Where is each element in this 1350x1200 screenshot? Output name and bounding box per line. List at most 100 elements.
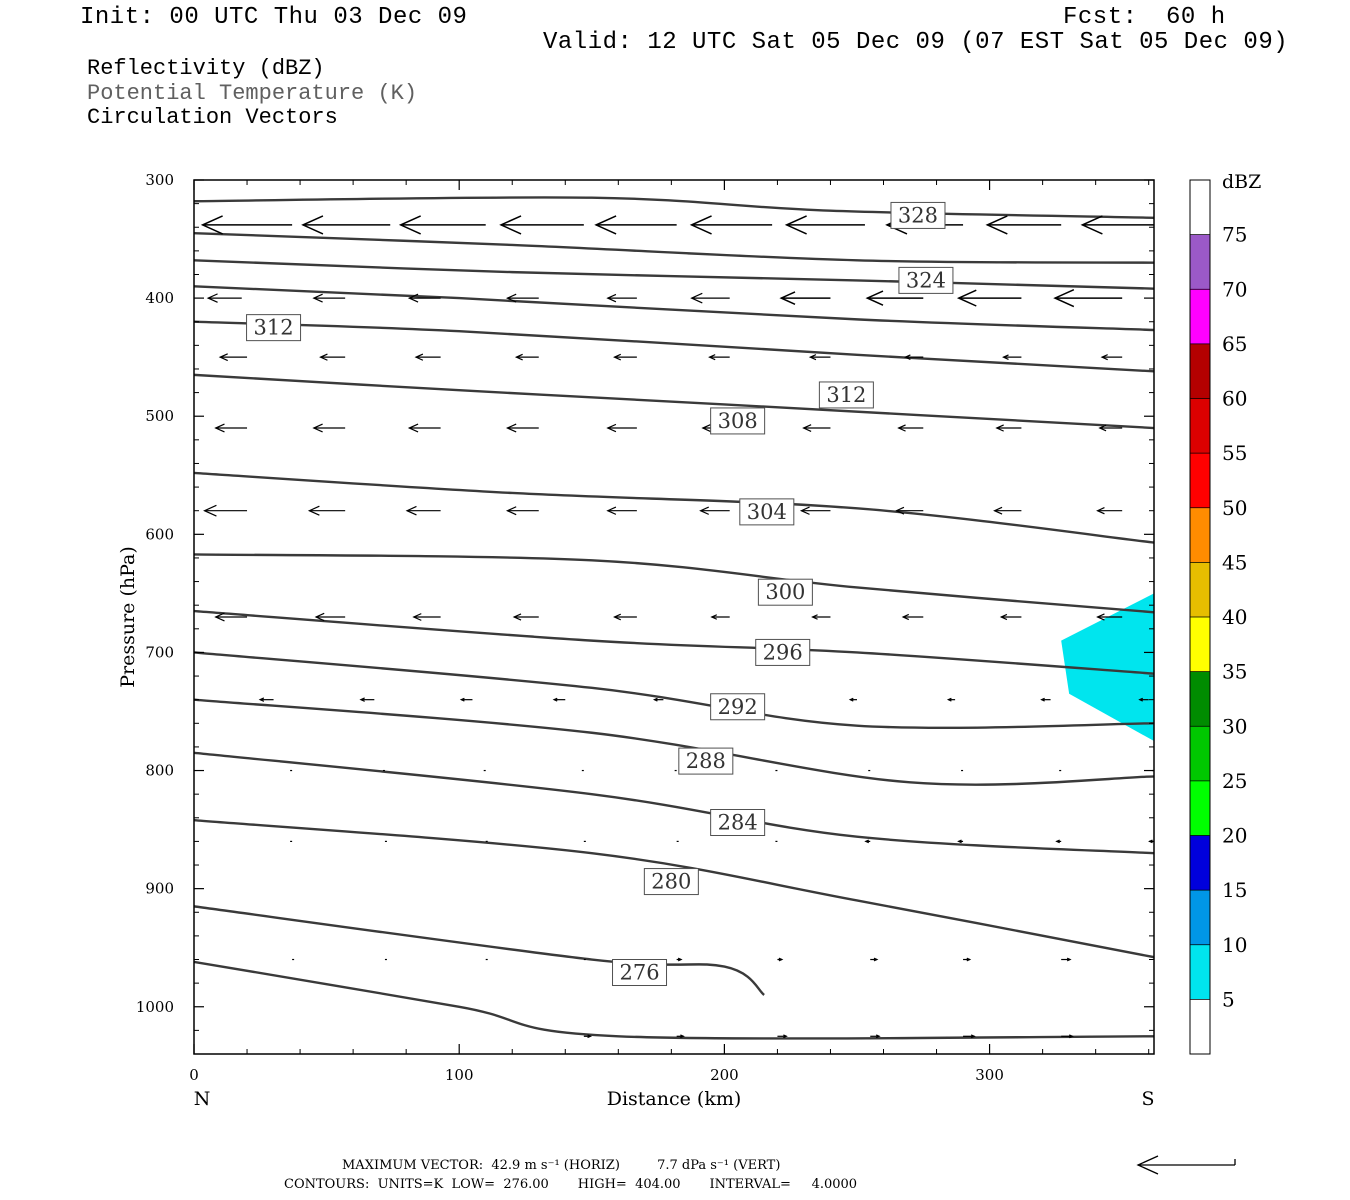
svg-text:304: 304 [747,500,787,524]
circulation-vector [407,293,441,303]
circulation-vector [414,353,441,361]
colorbar-level-label: 20 [1222,824,1247,848]
circulation-vector [613,613,637,621]
x-tick-label: 200 [710,1066,739,1084]
theta-contour [194,196,1154,219]
circulation-vector [505,506,539,516]
circulation-vector [1002,354,1022,360]
theta-contour [194,905,765,996]
circulation-vector [779,291,831,305]
colorbar-swatch [1190,617,1210,672]
circulation-vector [459,697,473,702]
circulation-vector [606,293,637,303]
circulation-vector [301,215,391,235]
theta-contour [194,751,1154,855]
circulation-vector [956,289,1022,307]
y-tick-label: 300 [145,171,174,189]
colorbar-level-label: 35 [1222,660,1247,684]
colorbar-level-label: 70 [1222,277,1247,301]
colorbar-level-label: 15 [1222,878,1247,902]
contour-label: 312 [246,314,302,342]
circulation-vector [808,354,831,361]
circulation-vector [957,839,964,844]
theta-contour [194,960,1154,1040]
contour-label: 276 [612,959,668,987]
colorbar-swatch [1190,453,1210,508]
plot-frame [193,179,1155,1055]
theta-contour [194,320,1154,373]
colorbar-level-label: 50 [1222,496,1247,520]
colorbar-level-label: 5 [1222,987,1235,1011]
theta-contour [194,285,1154,332]
reference-vector [1136,1155,1236,1175]
y-tick-label: 800 [145,762,174,780]
circulation-vector [676,1034,685,1039]
circulation-vector [1154,958,1163,961]
circulation-vector [865,290,924,306]
theta-contour [194,698,1154,786]
theta-contour [194,609,1154,675]
colorbar-swatch [1190,890,1210,945]
colorbar-level-label: 45 [1222,550,1247,574]
forecast-label: Fcst: [1063,4,1138,31]
colorbar-level-label: 75 [1222,223,1247,247]
field-potential-temperature: Potential Temperature (K) [87,81,418,106]
circulation-vector [999,613,1022,621]
colorbar-swatch [1190,726,1210,781]
colorbar-level-label: 10 [1222,933,1247,957]
colorbar-swatch [1190,671,1210,727]
contour-label: 312 [818,381,874,409]
circulation-vector [499,215,584,235]
contour-label: 328 [890,201,946,229]
x-tick-label: 300 [975,1066,1004,1084]
field-reflectivity: Reflectivity (dBZ) [87,56,325,81]
y-tick-label: 600 [145,525,174,543]
contour-label: 296 [755,638,811,666]
svg-text:296: 296 [763,640,803,664]
circulation-vector [594,215,677,235]
colorbar-level-label: 65 [1222,332,1247,356]
circulation-vector [218,353,248,362]
circulation-vector [583,1034,593,1039]
circulation-vector [901,613,924,621]
theta-contour [194,818,1154,959]
colorbar-swatch [1190,507,1210,563]
contour-label: 284 [710,809,766,837]
circulation-vector [319,353,346,361]
circulation-vector [100,216,194,234]
circulation-vector [1100,354,1123,361]
circulation-vector [864,839,871,844]
y-tick-label: 900 [145,880,174,898]
circulation-vector [708,354,730,361]
circulation-vector [1055,839,1062,844]
colorbar-level-label: 40 [1222,605,1247,629]
circulation-vector [652,697,664,702]
colorbar-swatch [1190,343,1210,399]
circulation-vector [699,506,730,515]
theta-contour [194,553,1154,614]
colorbar-swatch [1190,835,1210,891]
theta-contour [194,373,1154,430]
contour-label: 324 [898,266,954,294]
circulation-vector [312,293,346,303]
circulation-vector [505,423,539,433]
circulation-vector [1154,1035,1167,1038]
colorbar-swatch [1190,398,1210,454]
colorbar-swatch [1190,234,1210,290]
circulation-vector [214,612,248,622]
circulation-vector [1096,507,1123,515]
contour-info: CONTOURS: UNITS=K LOW= 276.00 HIGH= 404.… [284,1177,858,1192]
contour-label: 300 [757,578,813,606]
x-tick-label: 0 [189,1066,199,1084]
theta-contour [194,471,1154,544]
circulation-vector [689,215,773,235]
circulation-vector [690,292,730,304]
svg-text:284: 284 [718,811,758,835]
circulation-vector [1096,613,1123,621]
svg-text:328: 328 [898,203,938,227]
circulation-vector [1080,215,1154,235]
y-tick-label: 1000 [136,998,174,1016]
circulation-vector [398,215,486,235]
colorbar-swatch [1190,780,1210,836]
